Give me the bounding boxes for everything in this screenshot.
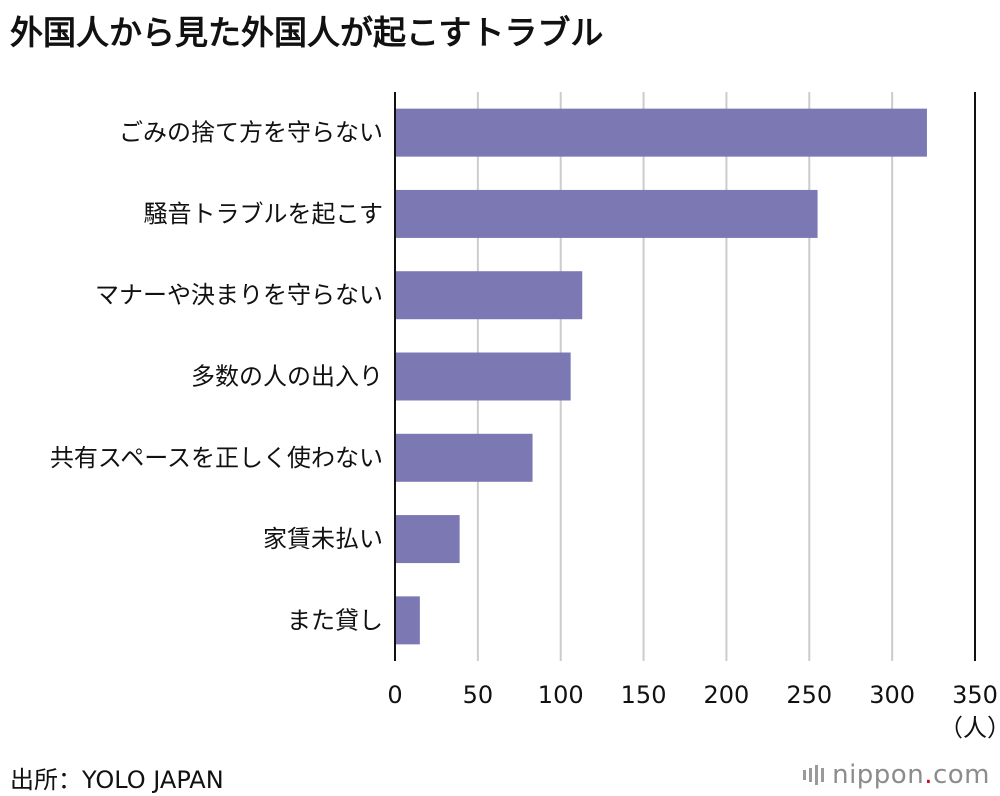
logo-suffix: com — [932, 760, 990, 790]
bar-3 — [395, 352, 571, 401]
nippon-logo: nippon.com — [803, 760, 990, 790]
category-label-1: 騒音トラブルを起こす — [143, 200, 383, 228]
category-label-0: ごみの捨て方を守らない — [119, 119, 383, 147]
x-tick-label-200: 200 — [704, 681, 750, 709]
bar-1 — [395, 189, 818, 238]
category-label-6: また貸し — [287, 606, 383, 634]
bar-6 — [395, 596, 420, 645]
chart-title: 外国人から見た外国人が起こすトラブル — [10, 13, 604, 52]
x-tick-label-250: 250 — [786, 681, 832, 709]
source-note: 出所：YOLO JAPAN — [10, 766, 224, 794]
x-tick-label-350: 350 — [952, 681, 998, 709]
bar-5 — [395, 515, 460, 564]
x-axis-unit-label: （人） — [939, 714, 1000, 742]
logo-dot: . — [924, 760, 933, 790]
x-tick-label-0: 0 — [387, 681, 402, 709]
logo-text: nippon.com — [832, 760, 990, 790]
category-label-4: 共有スペースを正しく使わない — [50, 444, 383, 472]
logo-prefix: nippon — [832, 760, 925, 790]
logo-bars-icon — [803, 765, 825, 785]
x-tick-label-50: 50 — [463, 681, 494, 709]
bar-2 — [395, 271, 583, 320]
x-tick-label-150: 150 — [621, 681, 667, 709]
bar-0 — [395, 108, 927, 157]
bar-4 — [395, 433, 533, 482]
x-tick-label-300: 300 — [869, 681, 915, 709]
category-label-5: 家賃未払い — [263, 525, 383, 553]
category-label-3: 多数の人の出入り — [191, 363, 383, 391]
category-label-2: マナーや決まりを守らない — [95, 281, 383, 309]
x-tick-label-100: 100 — [538, 681, 584, 709]
